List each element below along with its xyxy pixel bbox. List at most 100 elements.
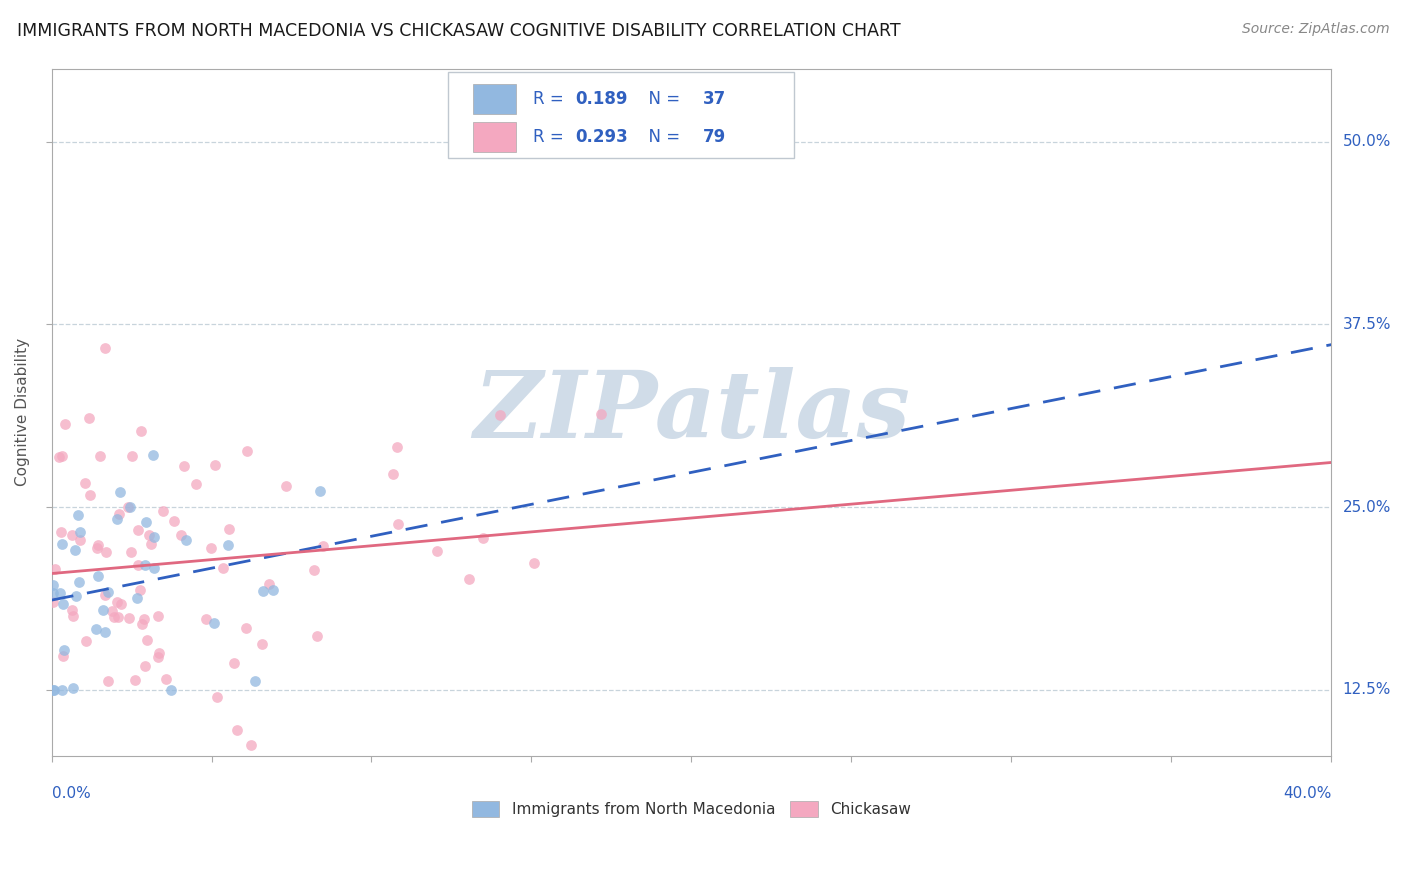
Point [488, 408, 510, 422]
Point [143, 530, 166, 544]
Point [42, 586, 65, 600]
Point [262, 582, 284, 597]
Point [312, 539, 335, 553]
Text: IMMIGRANTS FROM NORTH MACEDONIA VS CHICKASAW COGNITIVE DISABILITY CORRELATION CH: IMMIGRANTS FROM NORTH MACEDONIA VS CHICK… [17, 22, 900, 40]
Point [93, 588, 115, 602]
Point [173, 458, 195, 473]
Point [152, 504, 174, 518]
Point [97, 673, 120, 688]
Point [110, 485, 132, 500]
Point [93, 603, 115, 617]
Point [42, 594, 65, 608]
Point [87, 569, 110, 583]
Point [93, 341, 115, 355]
Text: 0.189: 0.189 [575, 90, 627, 108]
Point [124, 673, 146, 687]
Point [204, 458, 226, 472]
Text: 12.5%: 12.5% [1343, 682, 1391, 698]
Point [52, 643, 75, 657]
Point [458, 572, 481, 586]
Point [259, 576, 281, 591]
Text: R =: R = [533, 90, 569, 108]
Point [51, 682, 73, 697]
Point [202, 615, 225, 630]
Point [129, 424, 152, 438]
Point [60, 528, 83, 542]
Legend: Immigrants from North Macedonia, Chickasaw: Immigrants from North Macedonia, Chickas… [465, 795, 917, 823]
Text: 25.0%: 25.0% [1343, 500, 1391, 515]
Point [205, 690, 228, 704]
Point [146, 608, 169, 623]
Point [62, 608, 84, 623]
Point [235, 443, 257, 458]
Point [131, 616, 153, 631]
Point [141, 756, 163, 770]
Point [218, 522, 240, 536]
Point [117, 500, 139, 515]
Point [309, 483, 332, 498]
Point [73, 476, 96, 491]
Point [49, 586, 72, 600]
Point [103, 610, 125, 624]
Point [89, 449, 111, 463]
Text: 37.5%: 37.5% [1343, 317, 1391, 332]
Point [132, 612, 155, 626]
Point [243, 673, 266, 688]
Point [69, 533, 91, 547]
Text: 0.0%: 0.0% [52, 786, 90, 801]
Point [127, 558, 149, 573]
Text: 50.0%: 50.0% [1343, 134, 1391, 149]
Text: N =: N = [638, 128, 685, 146]
FancyBboxPatch shape [472, 84, 516, 114]
Point [387, 516, 409, 531]
Point [121, 449, 143, 463]
Point [138, 527, 160, 541]
Point [69, 575, 91, 590]
Point [589, 407, 612, 421]
Point [42, 682, 65, 697]
Point [235, 621, 257, 635]
Point [105, 595, 128, 609]
Point [381, 467, 404, 482]
Point [127, 524, 149, 538]
Point [101, 604, 124, 618]
Point [225, 723, 247, 737]
Point [148, 650, 170, 665]
Point [426, 544, 449, 558]
Point [134, 659, 156, 673]
Point [97, 585, 120, 599]
Point [159, 682, 181, 697]
Text: N =: N = [638, 90, 685, 108]
FancyBboxPatch shape [449, 72, 794, 158]
Point [51, 524, 73, 539]
Point [107, 508, 129, 522]
Point [125, 591, 148, 605]
Point [62, 681, 84, 695]
Point [86, 622, 108, 636]
Point [77, 411, 100, 425]
Text: 40.0%: 40.0% [1284, 786, 1331, 801]
Point [200, 541, 222, 555]
Point [87, 538, 110, 552]
Point [141, 537, 163, 551]
Point [302, 563, 325, 577]
Point [94, 625, 117, 640]
Point [224, 656, 246, 670]
Point [155, 672, 177, 686]
Point [305, 629, 328, 643]
Point [252, 637, 274, 651]
Text: 79: 79 [703, 128, 727, 146]
Point [142, 448, 165, 462]
Point [274, 479, 297, 493]
Point [110, 597, 132, 611]
Text: ZIPatlas: ZIPatlas [472, 367, 910, 457]
Text: 37: 37 [703, 90, 727, 108]
Point [194, 612, 217, 626]
Point [86, 541, 108, 555]
Point [44, 562, 66, 576]
Y-axis label: Cognitive Disability: Cognitive Disability [15, 338, 30, 486]
Point [75, 634, 97, 648]
Point [212, 561, 235, 575]
Point [176, 533, 198, 547]
Point [51, 449, 73, 463]
